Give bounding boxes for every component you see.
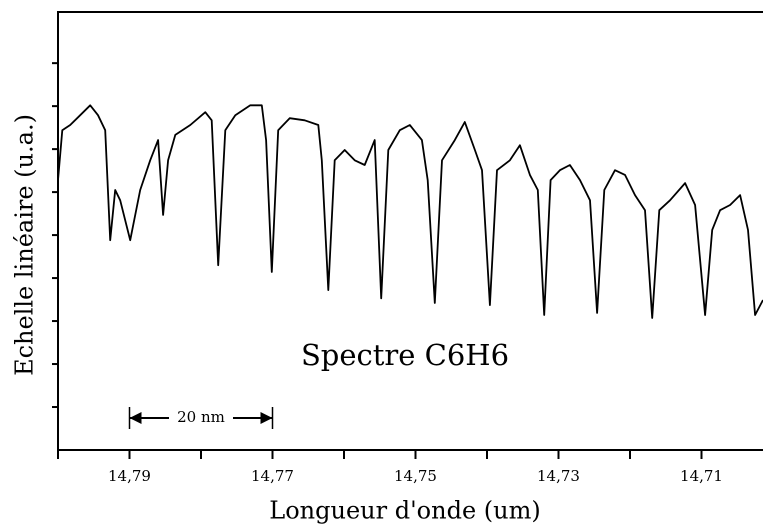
scale-bar-label: 20 nm [177, 408, 225, 426]
spectrum-line [57, 104, 763, 319]
x-tick-label: 14,79 [108, 467, 151, 485]
scale-bar-arrow [260, 412, 273, 424]
y-axis-label: Echelle linéaire (u.a.) [11, 114, 39, 376]
x-tick-label: 14,75 [394, 467, 437, 485]
annotation: Spectre C6H6 [301, 338, 509, 372]
plot-frame [57, 11, 763, 451]
x-tick-label: 14,77 [251, 467, 294, 485]
x-axis-label: Longueur d'onde (um) [269, 497, 540, 524]
scale-bar-arrow [129, 412, 142, 424]
x-tick-label: 14,71 [680, 467, 723, 485]
x-tick-label: 14,73 [537, 467, 580, 485]
